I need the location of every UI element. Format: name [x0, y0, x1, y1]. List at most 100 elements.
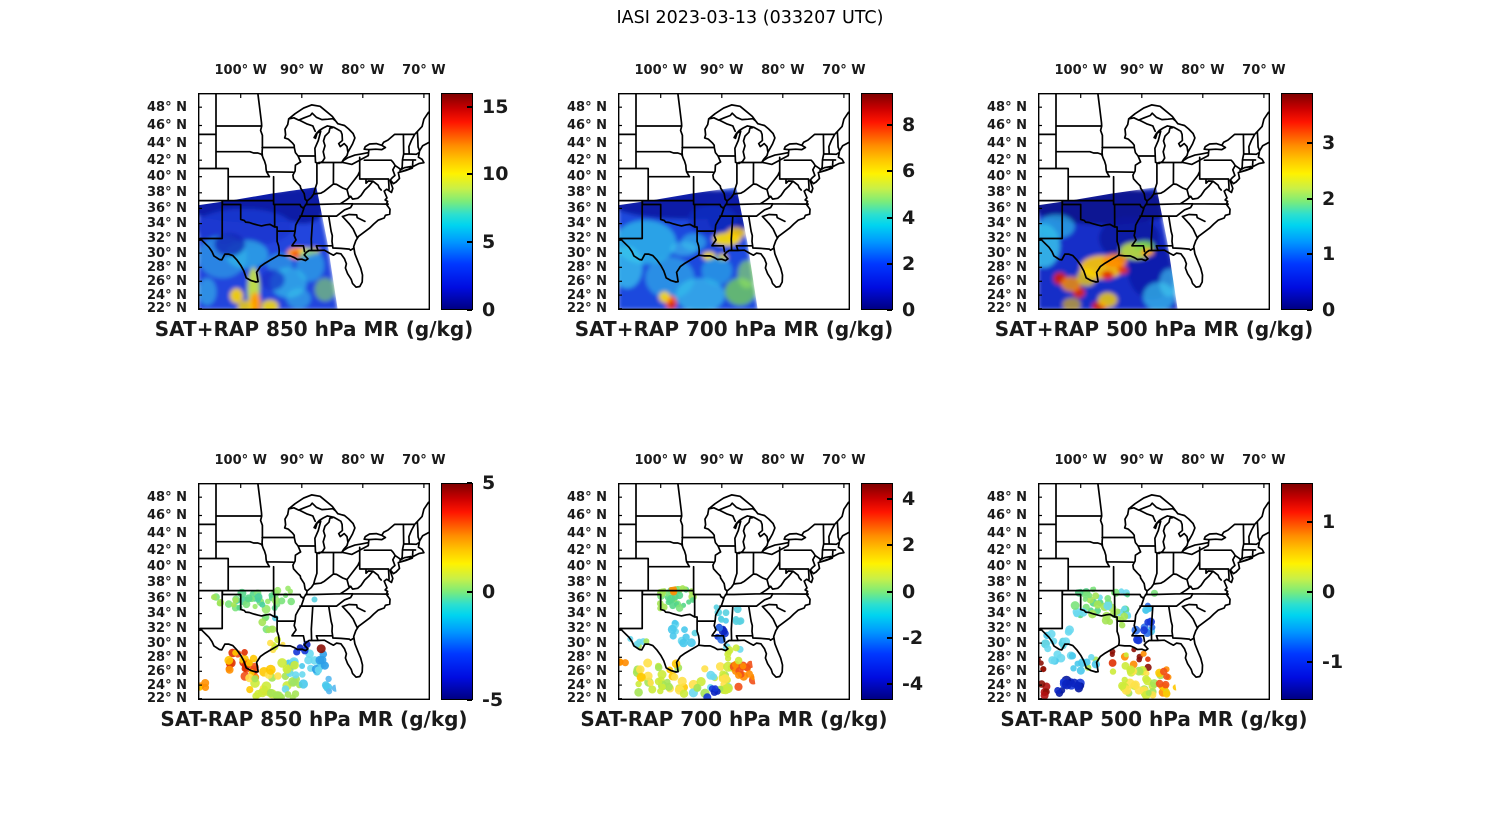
lon-tick-label: 90° W — [700, 453, 744, 468]
lat-tick-label: 28° N — [987, 259, 1027, 275]
lat-tick-label: 24° N — [567, 677, 607, 693]
figure-title: IASI 2023-03-13 (033207 UTC) — [616, 8, 884, 28]
lat-tick-label: 30° N — [147, 245, 187, 261]
colorbar-tick-label: 5 — [482, 231, 496, 254]
lat-tick-label: 36° N — [147, 590, 187, 606]
lat-tick-label: 42° N — [567, 152, 607, 168]
colorbar-tick-label: 4 — [902, 206, 916, 229]
lat-tick-label: 46° N — [567, 507, 607, 523]
lat-tick-label: 32° N — [147, 621, 187, 636]
colorbar-tick — [887, 682, 892, 685]
lat-tick-label: 34° N — [567, 606, 607, 622]
colorbar-tick — [887, 309, 892, 311]
colorbar-tick — [467, 105, 472, 108]
lat-tick-label: 40° N — [987, 559, 1027, 575]
lat-tick-label: 46° N — [987, 507, 1027, 523]
lat-tick-label: 22° N — [567, 691, 607, 707]
colorbar-tick — [1307, 520, 1312, 523]
lat-tick-label: 48° N — [147, 489, 187, 505]
colorbar-sat-plus-rap-850 — [441, 93, 473, 310]
lon-tick-label: 100° W — [1054, 453, 1107, 468]
lon-tick-label: 70° W — [402, 63, 446, 78]
lat-tick-label: 24° N — [147, 287, 187, 303]
lat-tick-label: 38° N — [567, 575, 607, 591]
colorbar-tick — [1307, 590, 1312, 593]
lon-tick-label: 90° W — [700, 63, 744, 78]
colorbar-tick-label: 0 — [1322, 299, 1336, 321]
lat-tick-label: 44° N — [987, 525, 1027, 541]
colorbar-tick — [1307, 197, 1312, 200]
lat-tick-label: 26° N — [147, 663, 187, 679]
lon-tick-label: 90° W — [1120, 63, 1164, 78]
colorbar-tick-label: -4 — [902, 672, 924, 695]
lat-tick-label: 44° N — [567, 135, 607, 151]
colorbar-tick-label: 8 — [902, 114, 916, 137]
lon-tick-label: 100° W — [214, 453, 267, 468]
colorbar-tick — [467, 482, 472, 484]
lon-tick-label: 70° W — [822, 453, 866, 468]
lat-tick-label: 30° N — [987, 635, 1027, 651]
lat-tick-label: 38° N — [567, 185, 607, 201]
lat-tick-label: 46° N — [147, 117, 187, 133]
panel-title-sat-minus-rap-700: SAT-RAP 700 hPa MR (g/kg) — [580, 707, 888, 731]
lat-tick-label: 26° N — [567, 663, 607, 679]
lat-tick-label: 26° N — [987, 273, 1027, 289]
lon-tick-label: 100° W — [634, 453, 687, 468]
lat-tick-label: 30° N — [147, 635, 187, 651]
lon-tick-label: 80° W — [341, 453, 385, 468]
lon-tick-label: 100° W — [214, 63, 267, 78]
lat-tick-label: 36° N — [567, 590, 607, 606]
colorbar-tick-label: 15 — [482, 95, 509, 118]
colorbar-tick-label: 1 — [1322, 243, 1336, 266]
lat-tick-label: 28° N — [147, 649, 187, 665]
lat-tick-label: 40° N — [567, 169, 607, 185]
lon-tick-label: 100° W — [634, 63, 687, 78]
panel-title-sat-plus-rap-500: SAT+RAP 500 hPa MR (g/kg) — [994, 317, 1314, 341]
colorbar-tick — [467, 309, 472, 311]
lat-tick-label: 44° N — [147, 525, 187, 541]
colorbar-tick-label: 3 — [1322, 132, 1336, 155]
lon-tick-label: 70° W — [402, 453, 446, 468]
colorbar-tick — [887, 216, 892, 219]
lat-tick-label: 38° N — [147, 575, 187, 591]
colorbar-tick-label: -2 — [902, 626, 924, 649]
colorbar-tick — [1307, 309, 1312, 311]
colorbar-tick-label: 0 — [1322, 580, 1336, 603]
lon-tick-label: 80° W — [761, 63, 805, 78]
map-canvas-sat-plus-rap-500 — [1038, 93, 1270, 310]
lat-tick-label: 32° N — [567, 231, 607, 246]
lat-tick-label: 38° N — [987, 185, 1027, 201]
lat-tick-label: 32° N — [987, 621, 1027, 636]
colorbar-tick-label: 5 — [482, 472, 496, 494]
colorbar-tick — [467, 241, 472, 244]
colorbar-tick-label: 0 — [482, 580, 496, 603]
lon-tick-label: 80° W — [1181, 453, 1225, 468]
colorbar-tick-label: 1 — [1322, 510, 1336, 533]
colorbar-tick — [887, 544, 892, 547]
map-canvas-sat-plus-rap-700 — [618, 93, 850, 310]
lon-tick-label: 70° W — [822, 63, 866, 78]
panel-title-sat-plus-rap-700: SAT+RAP 700 hPa MR (g/kg) — [574, 317, 894, 341]
lat-tick-label: 36° N — [987, 590, 1027, 606]
lat-tick-label: 44° N — [987, 135, 1027, 151]
lat-tick-label: 40° N — [567, 559, 607, 575]
map-canvas-sat-plus-rap-850 — [198, 93, 430, 310]
lat-tick-label: 24° N — [147, 677, 187, 693]
lat-tick-label: 34° N — [147, 216, 187, 232]
lat-tick-label: 30° N — [567, 635, 607, 651]
lat-tick-label: 36° N — [987, 200, 1027, 216]
lat-tick-label: 30° N — [987, 245, 1027, 261]
map-panel-sat-minus-rap-500 — [1038, 483, 1270, 700]
lon-tick-label: 70° W — [1242, 63, 1286, 78]
lat-tick-label: 26° N — [987, 663, 1027, 679]
lat-tick-label: 48° N — [567, 489, 607, 505]
colorbar-tick-label: 10 — [482, 163, 509, 186]
colorbar-tick-label: 0 — [482, 299, 496, 321]
lat-tick-label: 48° N — [567, 99, 607, 115]
colorbar-sat-plus-rap-700 — [861, 93, 893, 310]
lon-tick-label: 100° W — [1054, 63, 1107, 78]
lat-tick-label: 24° N — [987, 677, 1027, 693]
lat-tick-label: 36° N — [147, 200, 187, 216]
map-panel-sat-minus-rap-850 — [198, 483, 430, 700]
lat-tick-label: 28° N — [147, 259, 187, 275]
